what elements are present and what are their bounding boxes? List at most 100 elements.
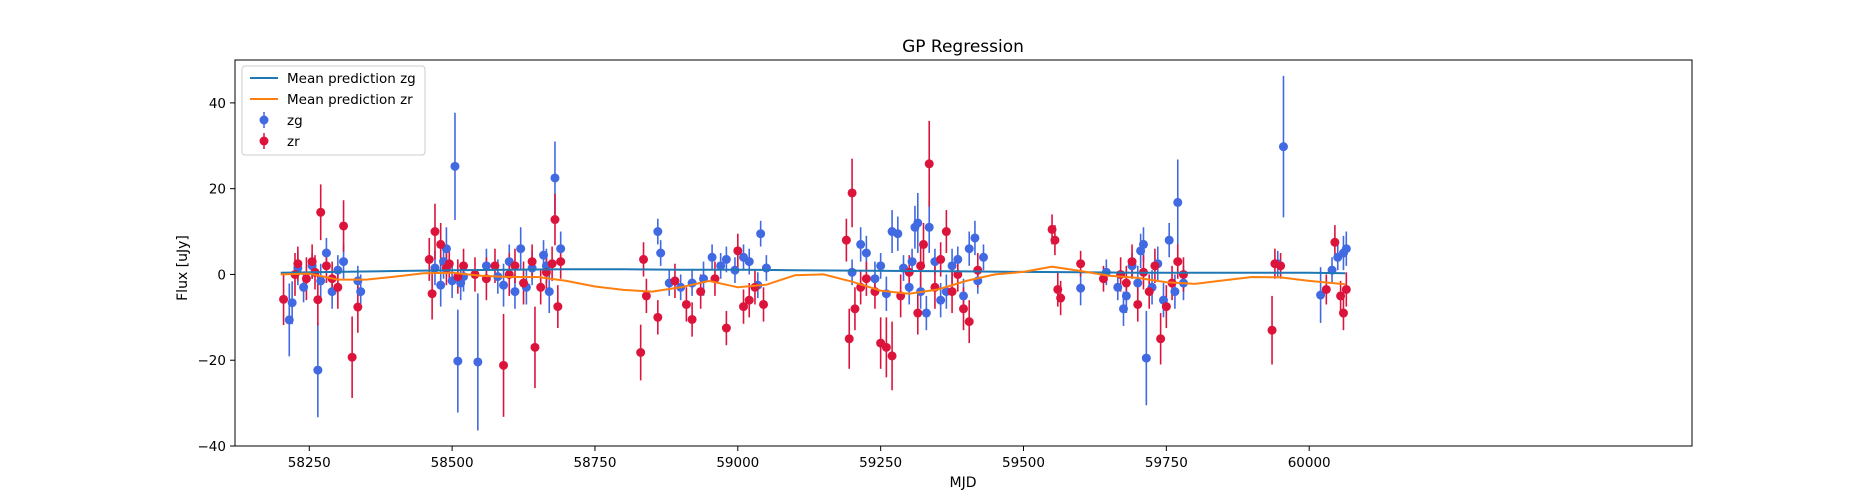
x-tick-label: 59750 <box>1145 455 1188 471</box>
zr-data-point <box>941 227 951 237</box>
zr-data-point <box>1338 308 1348 318</box>
zr-data-point <box>1173 257 1183 267</box>
zr-data-point <box>1276 261 1286 271</box>
zr-data-point <box>553 302 563 312</box>
zr-data-point <box>959 304 968 314</box>
zr-data-point <box>490 261 500 271</box>
zg-data-point <box>1141 353 1151 363</box>
zg-data-point <box>924 222 934 232</box>
zr-data-point <box>424 254 434 264</box>
zr-data-point <box>636 348 646 358</box>
zr-data-point <box>1098 274 1108 284</box>
zr-data-point <box>750 282 760 292</box>
zr-data-point <box>1056 293 1066 303</box>
zg-data-point <box>1173 197 1183 207</box>
zg-data-point <box>947 261 957 271</box>
zr-data-point <box>510 261 520 271</box>
zg-data-point <box>653 227 663 237</box>
zr-data-point <box>556 257 566 267</box>
zr-data-point <box>639 254 649 264</box>
y-tick-label: 0 <box>217 267 226 283</box>
zr-data-point <box>1330 237 1340 247</box>
zg-data-point <box>876 261 886 271</box>
zr-data-point <box>973 265 983 275</box>
x-tick-label: 59000 <box>716 455 759 471</box>
zg-data-point <box>510 287 520 297</box>
x-tick-label: 59250 <box>859 455 902 471</box>
x-tick-label: 60000 <box>1288 455 1331 471</box>
zr-data-point <box>347 352 357 362</box>
zg-data-point <box>721 254 731 264</box>
x-axis-label: MJD <box>950 475 977 491</box>
x-tick-label: 59500 <box>1002 455 1045 471</box>
zr-data-point <box>947 287 957 297</box>
zr-data-point <box>887 351 897 361</box>
zr-data-point <box>1156 334 1166 344</box>
zr-data-point <box>1127 257 1137 267</box>
legend: Mean prediction zg Mean prediction zr zg… <box>241 65 426 156</box>
zg-data-point <box>716 261 726 271</box>
zg-data-point <box>353 276 363 286</box>
zr-data-point <box>307 257 317 267</box>
zg-data-point <box>904 282 914 292</box>
legend-swatch-zg-point <box>259 115 269 125</box>
zg-data-point <box>556 244 566 254</box>
zg-data-point <box>707 252 717 262</box>
legend-label-zg: zg <box>287 113 303 129</box>
zg-data-point <box>453 356 463 366</box>
zg-data-point <box>744 257 754 267</box>
legend-swatch-zr-point <box>259 136 269 146</box>
zg-data-point <box>287 298 297 308</box>
y-tick-label: 20 <box>209 182 226 198</box>
zr-data-point <box>301 274 311 284</box>
zr-data-point <box>353 302 363 312</box>
zr-data-point <box>721 323 731 333</box>
zg-data-point <box>299 282 309 292</box>
zg-data-point <box>550 173 560 183</box>
zg-data-point <box>656 248 666 258</box>
legend-label-zr: zr <box>287 134 300 150</box>
zr-data-point <box>1161 302 1171 312</box>
zg-data-point <box>847 267 857 277</box>
zr-mean-prediction-line <box>280 265 1346 295</box>
x-tick-label: 58500 <box>431 455 474 471</box>
legend-box <box>241 65 426 156</box>
zr-data-point <box>739 302 749 312</box>
zr-data-point <box>547 259 557 269</box>
zr-data-point <box>641 291 651 301</box>
zr-data-point <box>1150 261 1160 271</box>
zg-data-point <box>1138 239 1148 249</box>
y-axis-label: Flux [uJy] <box>175 235 191 301</box>
zr-data-point <box>1076 259 1086 269</box>
zr-data-point <box>499 360 509 370</box>
zg-data-point <box>861 248 871 258</box>
zg-data-point <box>936 295 946 305</box>
legend-label-zg-mean: Mean prediction zg <box>287 71 416 87</box>
zr-data-point <box>847 188 857 198</box>
zg-data-point <box>450 161 460 171</box>
zg-data-point <box>1133 278 1143 288</box>
zg-data-point <box>356 287 366 297</box>
zg-data-point <box>756 229 766 239</box>
zg-data-point <box>499 280 509 290</box>
zr-data-point <box>279 294 289 304</box>
zg-data-point <box>1076 283 1086 293</box>
zr-data-point <box>841 235 851 245</box>
plot-frame <box>234 59 1693 447</box>
zr-data-point <box>519 278 529 288</box>
zr-data-point <box>913 308 923 318</box>
x-tick-label: 58750 <box>573 455 616 471</box>
zg-data-point <box>1170 287 1180 297</box>
zr-data-point <box>653 312 663 322</box>
zr-data-point <box>527 257 537 267</box>
zr-data-point <box>759 299 769 309</box>
zr-data-point <box>321 261 331 271</box>
zr-data-point <box>733 246 743 256</box>
y-tick-label: 40 <box>209 96 226 112</box>
zr-data-point <box>1053 284 1063 294</box>
zr-data-point <box>427 289 437 299</box>
zg-mean-prediction-line <box>280 268 1346 275</box>
zr-data-point <box>1121 278 1131 288</box>
